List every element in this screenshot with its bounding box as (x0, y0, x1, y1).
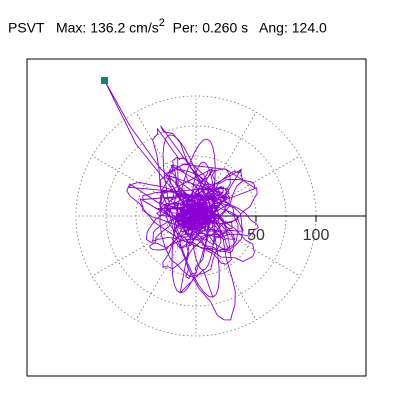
response-trace (104, 80, 259, 321)
ang-value: 124.0 (291, 19, 327, 36)
chart-title: PSVT Max: 136.2 cm/s2 Per: 0.260 s Ang: … (8, 17, 327, 36)
per-label: Per: (172, 19, 199, 36)
max-value: 136.2 (90, 19, 126, 36)
x-axis: 50 100 (196, 215, 366, 244)
max-label: Max: (55, 19, 87, 36)
max-point-marker (101, 77, 109, 85)
max-marker-group (101, 77, 109, 85)
trace-group (104, 80, 259, 321)
per-value: 0.260 s (202, 19, 249, 36)
grid-spoke (91, 155, 197, 217)
ang-label: Ang: (259, 19, 288, 36)
plot-frame (26, 58, 367, 377)
max-unit-exponent: 2 (158, 17, 165, 29)
x-tick-label: 50 (247, 227, 265, 244)
grid-spoke (135, 215, 197, 321)
max-unit: cm/s (129, 19, 159, 36)
title-prefix: PSVT (8, 19, 45, 36)
grid-spoke (195, 215, 257, 321)
x-tick-label: 100 (303, 227, 330, 244)
